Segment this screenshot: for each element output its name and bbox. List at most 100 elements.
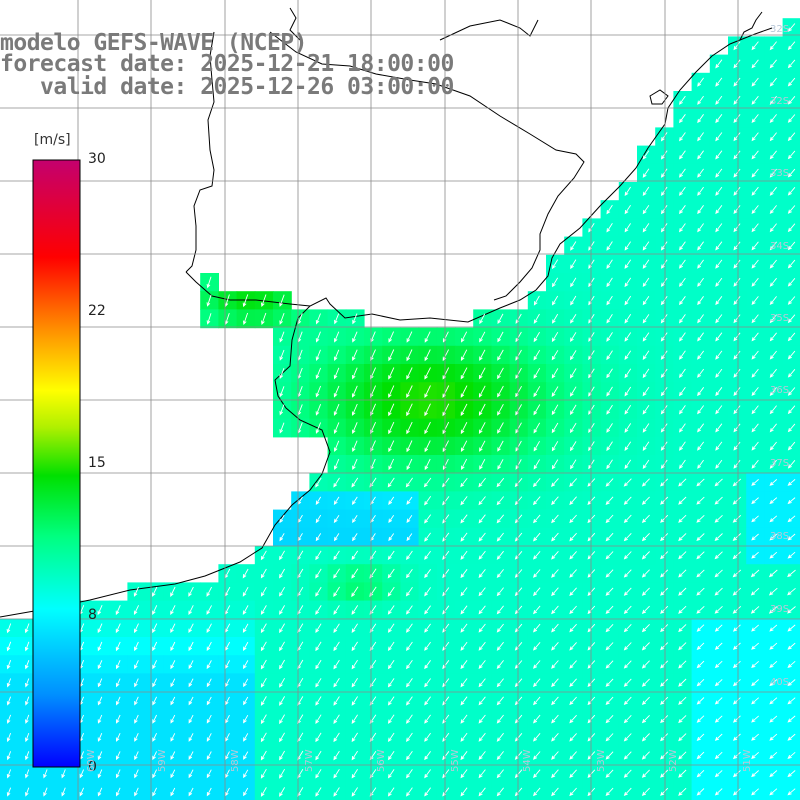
wind-arrow — [387, 732, 395, 743]
wind-arrow — [678, 423, 686, 433]
wind-arrow — [605, 623, 614, 633]
wind-arrow — [551, 441, 559, 452]
wind-arrow — [678, 660, 687, 669]
wind-arrow — [642, 368, 650, 379]
wind-arrow — [769, 314, 777, 324]
wind-arrow — [460, 496, 468, 506]
wind-arrow — [406, 349, 413, 362]
wind-arrow — [732, 679, 741, 687]
wind-arrow — [188, 678, 194, 688]
wind-arrow — [787, 332, 796, 342]
wind-arrow — [333, 403, 340, 416]
wind-arrow — [333, 440, 340, 452]
wind-arrow — [660, 277, 668, 288]
lat-label: 40S — [770, 677, 790, 688]
wind-arrow — [24, 660, 30, 670]
wind-arrow — [696, 605, 705, 614]
wind-arrow — [551, 642, 559, 651]
wind-arrow — [133, 586, 140, 597]
wind-arrow — [279, 732, 285, 743]
wind-arrow — [606, 241, 613, 251]
wind-arrow — [660, 350, 668, 360]
colorbar-tick-8: 8 — [88, 607, 97, 623]
wind-arrow — [751, 223, 759, 233]
wind-arrow — [115, 696, 121, 706]
wind-arrow — [751, 697, 759, 705]
wind-arrow — [696, 514, 705, 523]
wind-arrow — [715, 405, 723, 415]
wind-arrow — [769, 697, 778, 705]
wind-arrow — [678, 733, 687, 742]
wind-arrow — [660, 368, 668, 379]
wind-arrow — [569, 733, 577, 742]
wind-arrow — [623, 587, 632, 596]
wind-arrow — [315, 422, 322, 434]
wind-arrow — [733, 168, 741, 178]
wind-arrow — [478, 385, 486, 398]
wind-arrow — [768, 587, 778, 596]
wind-arrow — [733, 77, 741, 87]
wind-arrow — [550, 478, 559, 487]
wind-arrow — [697, 186, 704, 196]
wind-arrow — [243, 678, 249, 688]
wind-arrow — [605, 660, 614, 669]
wind-arrow — [732, 770, 741, 778]
wind-arrow — [769, 459, 777, 469]
wind-arrow — [624, 332, 632, 342]
wind-arrow — [170, 696, 176, 706]
wind-arrow — [406, 440, 413, 453]
wind-arrow — [533, 660, 541, 669]
wind-arrow — [660, 660, 669, 669]
wind-arrow — [206, 294, 212, 307]
wind-arrow — [660, 678, 669, 687]
wind-arrow — [551, 295, 559, 306]
wind-arrow — [61, 769, 66, 779]
wind-arrow — [334, 313, 340, 325]
wind-arrow — [733, 368, 741, 378]
wind-arrow — [188, 751, 194, 761]
wind-arrow — [569, 696, 577, 706]
wind-arrow — [733, 41, 741, 51]
wind-arrow — [315, 514, 322, 524]
wind-arrow — [260, 641, 267, 652]
wind-arrow — [787, 788, 796, 796]
wind-arrow — [605, 587, 614, 596]
wind-arrow — [642, 168, 650, 178]
wind-arrow — [152, 605, 158, 616]
wind-arrow — [587, 751, 596, 760]
wind-arrow — [769, 405, 777, 415]
wind-arrow — [769, 441, 777, 451]
wind-arrow — [551, 313, 559, 324]
wind-arrow — [642, 314, 650, 324]
wind-arrow — [460, 751, 468, 761]
wind-arrow — [134, 641, 139, 652]
wind-arrow — [206, 313, 212, 325]
wind-arrow — [243, 733, 249, 742]
colorbar — [32, 159, 81, 768]
wind-arrow — [751, 515, 759, 523]
wind-arrow — [406, 514, 413, 524]
lon-label: 53W — [596, 749, 607, 772]
wind-arrow — [678, 441, 686, 451]
wind-arrow — [315, 696, 322, 706]
wind-arrow — [769, 733, 778, 741]
wind-arrow — [787, 205, 796, 214]
wind-arrow — [115, 751, 121, 761]
wind-arrow — [587, 532, 596, 542]
wind-arrow — [678, 551, 687, 560]
wind-arrow — [260, 623, 267, 634]
valid-date: valid date: 2025-12-26 03:00:00 — [0, 74, 454, 100]
wind-arrow — [551, 623, 559, 633]
wind-arrow — [587, 478, 596, 487]
wind-arrow — [787, 533, 796, 541]
wind-arrow — [134, 787, 139, 797]
lat-label: 38S — [770, 531, 790, 542]
wind-arrow — [333, 659, 340, 670]
wind-arrow — [787, 96, 796, 105]
wind-arrow — [152, 623, 158, 634]
wind-arrow — [351, 605, 359, 615]
wind-arrow — [405, 787, 413, 797]
wind-arrow — [260, 677, 267, 688]
wind-arrow — [569, 551, 577, 560]
wind-arrow — [587, 660, 596, 669]
